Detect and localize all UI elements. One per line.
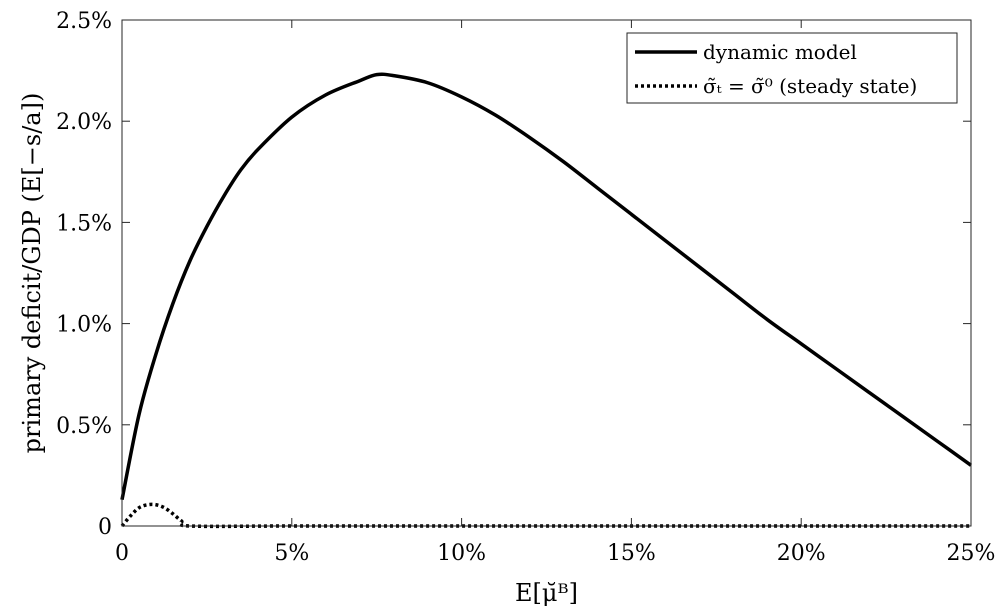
y-tick-label: 2.0% (56, 110, 112, 135)
y-tick-label: 1.5% (56, 211, 112, 236)
x-axis-label: E[μ̆ᴮ] (515, 579, 578, 607)
x-tick-label: 0 (115, 541, 129, 566)
x-tick-label: 5% (274, 541, 309, 566)
legend-label-dynamic: dynamic model (703, 40, 857, 64)
legend-label-steady-state: σ̃ₜ = σ̃⁰ (steady state) (703, 74, 917, 98)
y-tick-label: 0.5% (56, 414, 112, 439)
x-tick-label: 10% (437, 541, 486, 566)
x-tick-label: 25% (947, 541, 996, 566)
x-tick-label: 15% (607, 541, 656, 566)
y-axis-label: primary deficit/GDP (E[−s/a]) (18, 93, 46, 454)
legend-box (626, 32, 958, 104)
legend: dynamic model σ̃ₜ = σ̃⁰ (steady state) (626, 32, 958, 104)
y-tick-label: 1.0% (56, 313, 112, 338)
y-tick-label: 2.5% (56, 9, 112, 34)
x-tick-label: 20% (777, 541, 826, 566)
series-line-dynamic-model (120, 72, 973, 501)
plot-background (122, 20, 971, 526)
ticks-layer: 0 5% 10% 15% 20% 25% 0 0.5% 1.0% 1.5% 2.0% 2.5% (56, 9, 995, 566)
y-tick-label: 0 (98, 515, 112, 540)
plot-frame (121, 19, 972, 527)
